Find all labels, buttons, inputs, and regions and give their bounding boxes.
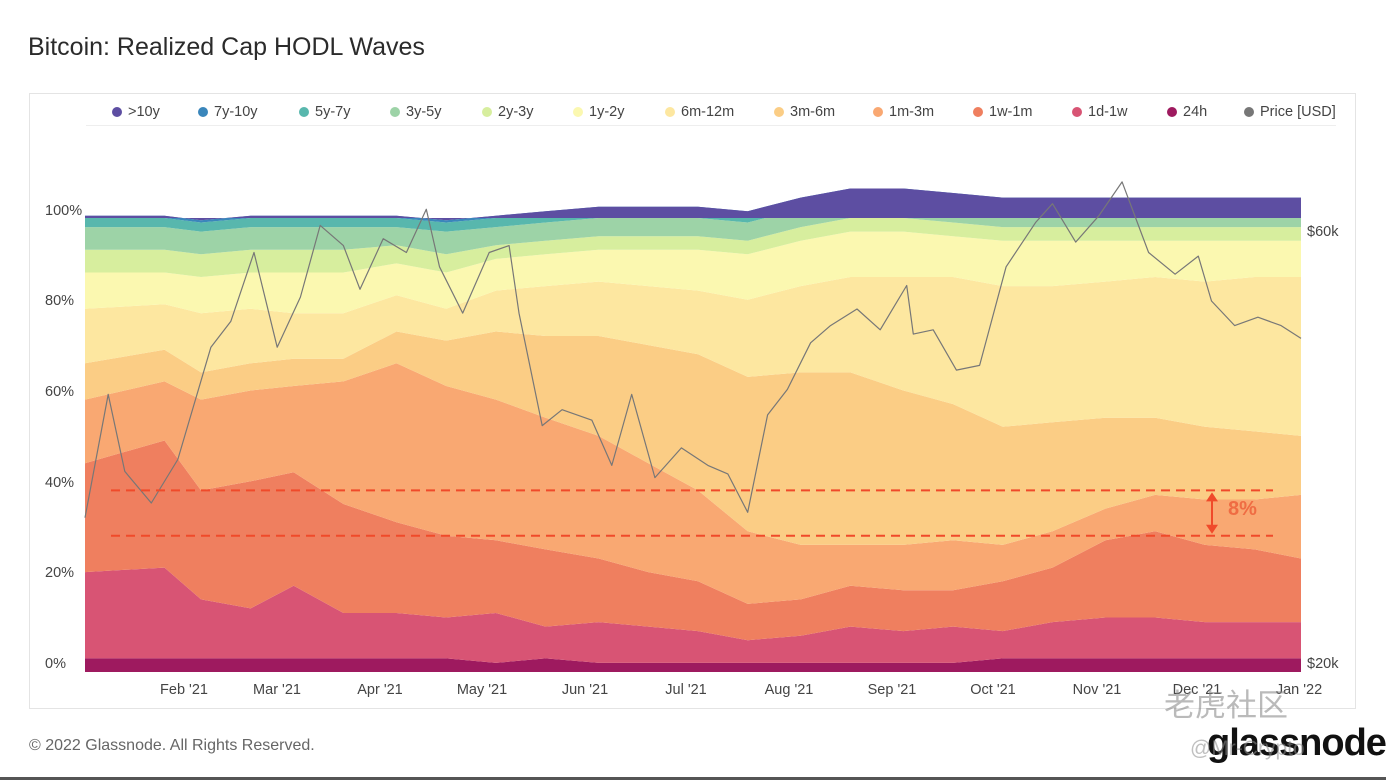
x-tick-aug-21: Aug '21: [764, 682, 814, 698]
y-tick-80: 80%: [45, 293, 75, 309]
legend-item-price[interactable]: Price [USD]: [1244, 104, 1336, 120]
legend-label-2y-3y: 2y-3y: [498, 104, 534, 120]
legend-label-1y-2y: 1y-2y: [589, 104, 625, 120]
glassnode-logo: glassnode: [1207, 722, 1386, 764]
x-tick-oct-21: Oct '21: [970, 682, 1016, 698]
legend-item-24h[interactable]: 24h: [1167, 104, 1207, 120]
community-watermark: 老虎社区: [1164, 688, 1288, 723]
legend-dot-1d-1w: [1072, 107, 1082, 117]
annotation-arrow-head-up: [1206, 492, 1218, 502]
legend-dot-3m-6m: [774, 107, 784, 117]
x-tick-may-21: May '21: [456, 682, 508, 698]
legend-item-1m-3m[interactable]: 1m-3m: [873, 104, 934, 120]
area-band-2y-3y: [85, 218, 1301, 277]
area-band-6m-12m: [85, 277, 1301, 436]
legend-label-1w-1m: 1w-1m: [989, 104, 1033, 120]
bottom-border: [0, 777, 1386, 780]
legend-dot-24h: [1167, 107, 1177, 117]
x-tick-feb-21: Feb '21: [160, 682, 208, 698]
legend-item-over-10y[interactable]: >10y: [112, 104, 160, 120]
legend-dot-7y-10y: [198, 107, 208, 117]
legend-label-1m-3m: 1m-3m: [889, 104, 935, 120]
x-tick-mar-21: Mar '21: [253, 682, 301, 698]
y-tick-20: 20%: [45, 565, 75, 581]
legend-label-3m-6m: 3m-6m: [790, 104, 836, 120]
legend-dot-3y-5y: [390, 107, 400, 117]
legend-item-3m-6m[interactable]: 3m-6m: [774, 104, 835, 120]
y-tick-60: 60%: [45, 384, 75, 400]
x-tick-nov-21: Nov '21: [1072, 682, 1122, 698]
copyright-footer: © 2022 Glassnode. All Rights Reserved.: [29, 737, 315, 754]
legend-dot-over-10y: [112, 107, 122, 117]
legend-label-7y-10y: 7y-10y: [214, 104, 258, 120]
legend-label-1d-1w: 1d-1w: [1088, 104, 1128, 120]
user-watermark: @Mr-Crypto: [1190, 737, 1305, 760]
annotation-8-percent: 8%: [1228, 498, 1257, 520]
chart-title: Bitcoin: Realized Cap HODL Waves: [28, 33, 425, 61]
y-tick-0: 0%: [45, 656, 66, 672]
legend-label-price: Price [USD]: [1260, 104, 1336, 120]
legend-item-1w-1m[interactable]: 1w-1m: [973, 104, 1033, 120]
legend-label-6m-12m: 6m-12m: [681, 104, 735, 120]
price-tick-60k: $60k: [1307, 224, 1339, 240]
legend-label-3y-5y: 3y-5y: [406, 104, 442, 120]
y-tick-40: 40%: [45, 475, 75, 491]
legend-dot-1y-2y: [573, 107, 583, 117]
legend-item-3y-5y[interactable]: 3y-5y: [390, 104, 441, 120]
x-tick-jan-22: Jan '22: [1275, 682, 1323, 698]
x-tick-dec-21: Dec '21: [1172, 682, 1222, 698]
legend-divider: [86, 125, 1336, 126]
area-band-1d-1w: [85, 567, 1301, 663]
area-band-24h: [85, 658, 1301, 672]
area-band-3m-6m: [85, 331, 1301, 545]
area-band-over-10y: [85, 188, 1301, 221]
price-tick-20k: $20k: [1307, 656, 1339, 672]
legend-item-2y-3y[interactable]: 2y-3y: [482, 104, 533, 120]
legend-dot-5y-7y: [299, 107, 309, 117]
legend-item-1d-1w[interactable]: 1d-1w: [1072, 104, 1128, 120]
legend-dot-2y-3y: [482, 107, 492, 117]
legend-item-7y-10y[interactable]: 7y-10y: [198, 104, 258, 120]
legend: >10y 7y-10y 5y-7y 3y-5y 2y-3y 1y-2y 6m-1…: [0, 104, 1386, 124]
price-line: [84, 181, 1302, 518]
legend-item-1y-2y[interactable]: 1y-2y: [573, 104, 624, 120]
legend-dot-1w-1m: [973, 107, 983, 117]
x-tick-apr-21: Apr '21: [357, 682, 403, 698]
legend-label-24h: 24h: [1183, 104, 1208, 120]
legend-dot-price: [1244, 107, 1254, 117]
area-band-1y-2y: [85, 231, 1301, 314]
legend-label-over-10y: >10y: [128, 104, 160, 120]
area-band-1w-1m: [85, 440, 1301, 641]
y-tick-100: 100%: [45, 203, 83, 219]
legend-dot-1m-3m: [873, 107, 883, 117]
legend-label-5y-7y: 5y-7y: [315, 104, 351, 120]
legend-dot-6m-12m: [665, 107, 675, 117]
x-tick-sep-21: Sep '21: [867, 682, 917, 698]
x-tick-jul-21: Jul '21: [665, 682, 707, 698]
legend-item-6m-12m[interactable]: 6m-12m: [665, 104, 734, 120]
chart-frame: [29, 93, 1356, 709]
area-band-1m-3m: [85, 363, 1301, 604]
annotation-arrow-head-down: [1206, 524, 1218, 534]
x-tick-jun-21: Jun '21: [561, 682, 609, 698]
legend-item-5y-7y[interactable]: 5y-7y: [299, 104, 350, 120]
